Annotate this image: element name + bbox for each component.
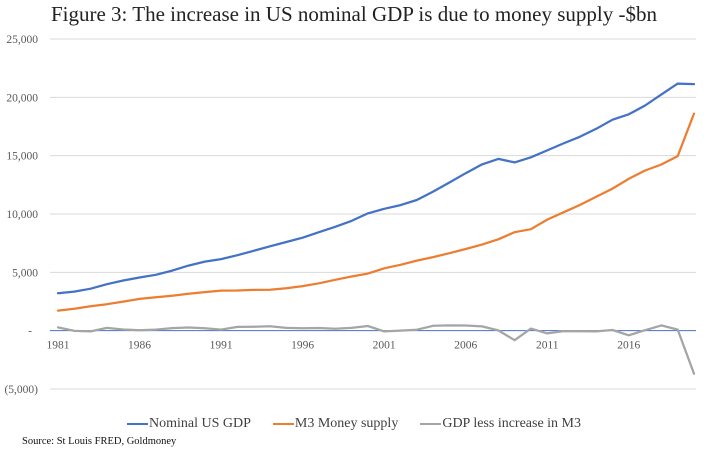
x-tick-label: 2011 — [536, 340, 559, 352]
series-line-gdp — [56, 82, 696, 295]
series-lines — [56, 82, 696, 375]
y-tick-label: 10,000 — [6, 209, 38, 221]
x-tick-label: 2001 — [373, 340, 396, 352]
legend-item-m3: M3 Money supply — [272, 416, 399, 432]
x-tick-label: 1996 — [291, 340, 314, 352]
y-tick-label: 5,000 — [12, 267, 38, 279]
x-tick-label: 2006 — [454, 340, 477, 352]
y-tick-label: 25,000 — [6, 34, 38, 46]
legend-swatch-m3 — [272, 422, 294, 426]
legend-item-gdp: Nominal US GDP — [126, 416, 251, 432]
series-line-diff — [56, 324, 696, 375]
y-tick-label: 15,000 — [6, 151, 38, 163]
legend: Nominal US GDP M3 Money supply GDP less … — [0, 416, 708, 432]
legend-label-diff: GDP less increase in M3 — [442, 416, 582, 431]
y-tick-label: (5,000) — [4, 384, 38, 396]
x-tick-label: 2016 — [617, 340, 640, 352]
legend-swatch-diff — [420, 422, 442, 426]
legend-label-gdp: Nominal US GDP — [148, 416, 251, 431]
x-tick-label: 1981 — [47, 340, 70, 352]
y-tick-label: - — [28, 326, 32, 338]
x-tick-label: 1991 — [210, 340, 233, 352]
legend-label-m3: M3 Money supply — [294, 416, 399, 431]
legend-swatch-gdp — [126, 422, 148, 426]
series-line-m3 — [56, 112, 696, 312]
y-axis-ticks: 25,000 20,000 15,000 10,000 5,000 - (5,000) — [4, 34, 38, 396]
x-tick-label: 1986 — [128, 340, 151, 352]
source-note: Source: St Louis FRED, Goldmoney — [22, 436, 177, 447]
y-tick-label: 20,000 — [6, 92, 38, 104]
legend-item-diff: GDP less increase in M3 — [420, 416, 581, 432]
gridlines — [50, 38, 696, 390]
x-axis-ticks: 1981 1986 1991 1996 2001 2006 2011 2016 — [47, 340, 641, 352]
chart-title: Figure 3: The increase in US nominal GDP… — [50, 2, 658, 26]
